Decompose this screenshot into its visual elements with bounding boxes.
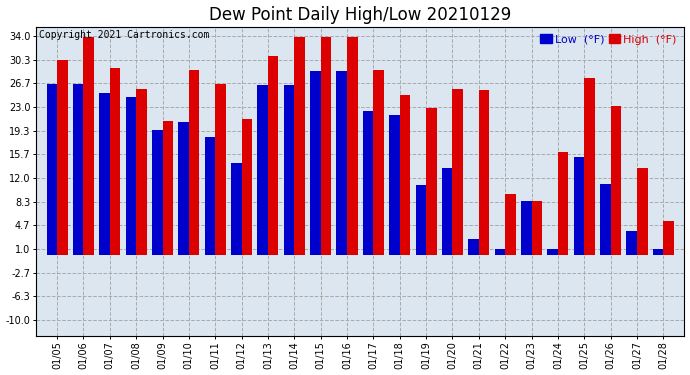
Bar (573, 157, 584, 255)
Bar (531, 201, 542, 255)
Title: Dew Point Daily High/Low 20210129: Dew Point Daily High/Low 20210129 (209, 6, 511, 24)
Bar (453, 89, 463, 255)
Bar (205, 137, 215, 255)
Bar (73, 84, 83, 255)
Bar (231, 163, 241, 255)
Bar (547, 249, 558, 255)
Bar (400, 96, 411, 255)
Bar (653, 249, 663, 255)
Bar (637, 168, 647, 255)
Bar (363, 111, 373, 255)
Bar (189, 70, 199, 255)
Bar (163, 121, 173, 255)
Bar (663, 220, 674, 255)
Bar (110, 68, 120, 255)
Bar (558, 152, 569, 255)
Bar (389, 115, 400, 255)
Bar (479, 90, 489, 255)
Bar (521, 201, 531, 255)
Bar (627, 231, 637, 255)
Bar (611, 106, 621, 255)
Bar (600, 184, 611, 255)
Bar (284, 85, 295, 255)
Bar (495, 249, 505, 255)
Legend: Low  (°F), High  (°F): Low (°F), High (°F) (538, 32, 679, 47)
Bar (99, 93, 110, 255)
Bar (152, 130, 163, 255)
Bar (469, 239, 479, 255)
Bar (83, 38, 94, 255)
Bar (57, 60, 68, 255)
Bar (215, 84, 226, 255)
Bar (257, 85, 268, 255)
Bar (295, 38, 305, 255)
Bar (347, 38, 357, 255)
Bar (310, 71, 321, 255)
Bar (426, 108, 437, 255)
Text: Copyright 2021 Cartronics.com: Copyright 2021 Cartronics.com (39, 30, 210, 40)
Bar (126, 98, 136, 255)
Bar (46, 84, 57, 255)
Bar (584, 78, 595, 255)
Bar (337, 71, 347, 255)
Bar (241, 118, 252, 255)
Bar (505, 194, 515, 255)
Bar (178, 122, 189, 255)
Bar (373, 70, 384, 255)
Bar (136, 89, 147, 255)
Bar (268, 56, 279, 255)
Bar (321, 38, 331, 255)
Bar (442, 168, 453, 255)
Bar (415, 185, 426, 255)
